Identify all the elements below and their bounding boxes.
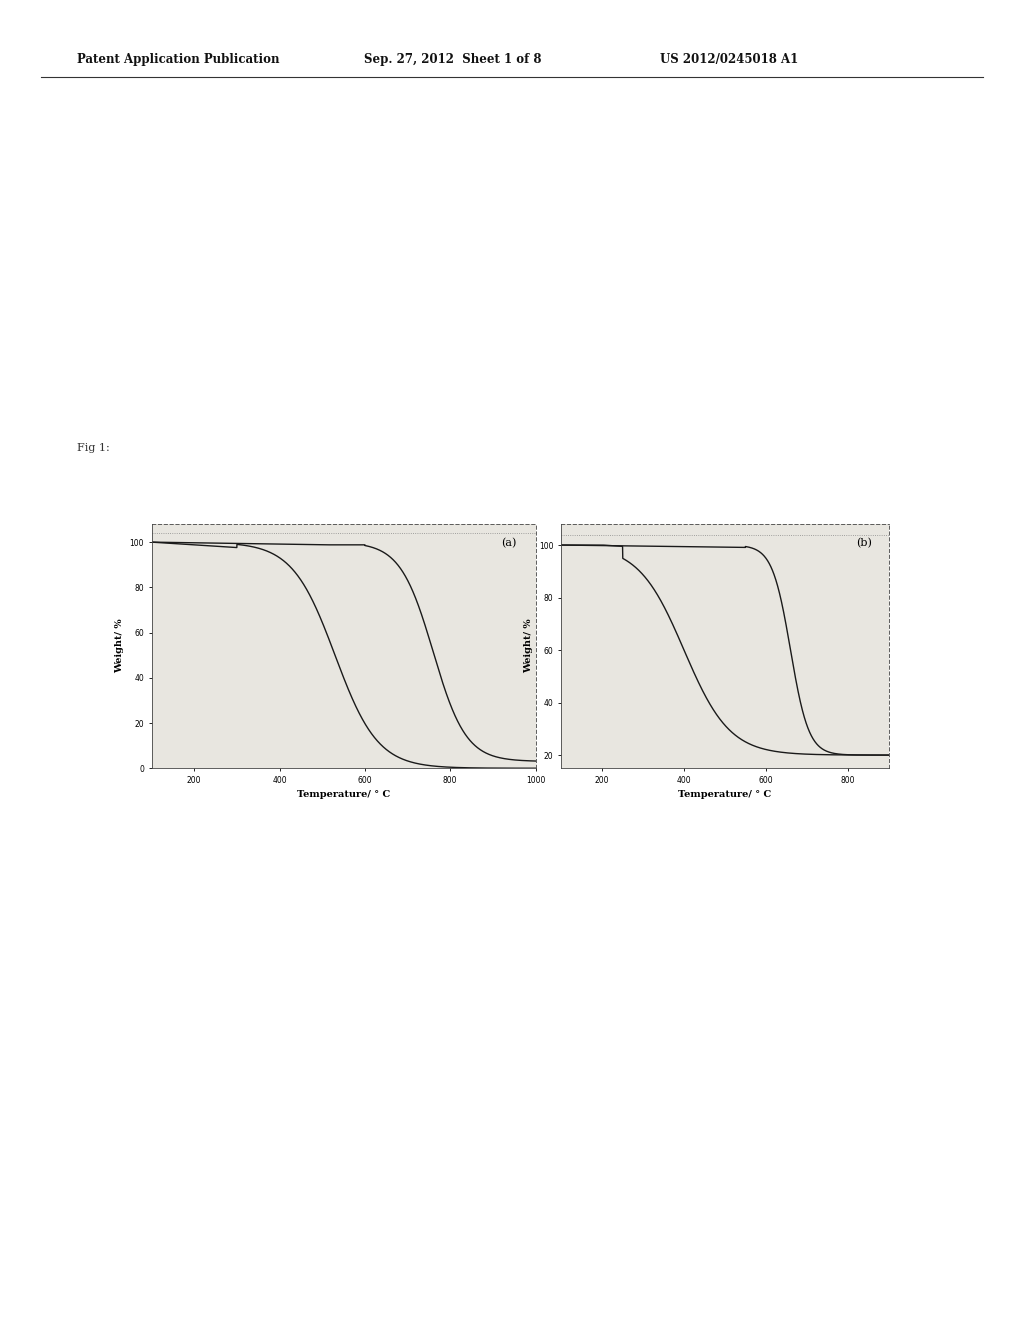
X-axis label: Temperature/ ° C: Temperature/ ° C (297, 791, 390, 800)
X-axis label: Temperature/ ° C: Temperature/ ° C (678, 791, 772, 800)
Text: US 2012/0245018 A1: US 2012/0245018 A1 (660, 53, 799, 66)
Text: (b): (b) (856, 537, 872, 548)
Text: (a): (a) (501, 537, 516, 548)
Y-axis label: Weight/ %: Weight/ % (115, 619, 124, 673)
Text: Patent Application Publication: Patent Application Publication (77, 53, 280, 66)
Text: Fig 1:: Fig 1: (77, 444, 110, 454)
Text: Sep. 27, 2012  Sheet 1 of 8: Sep. 27, 2012 Sheet 1 of 8 (364, 53, 541, 66)
Y-axis label: Weight/ %: Weight/ % (524, 619, 534, 673)
